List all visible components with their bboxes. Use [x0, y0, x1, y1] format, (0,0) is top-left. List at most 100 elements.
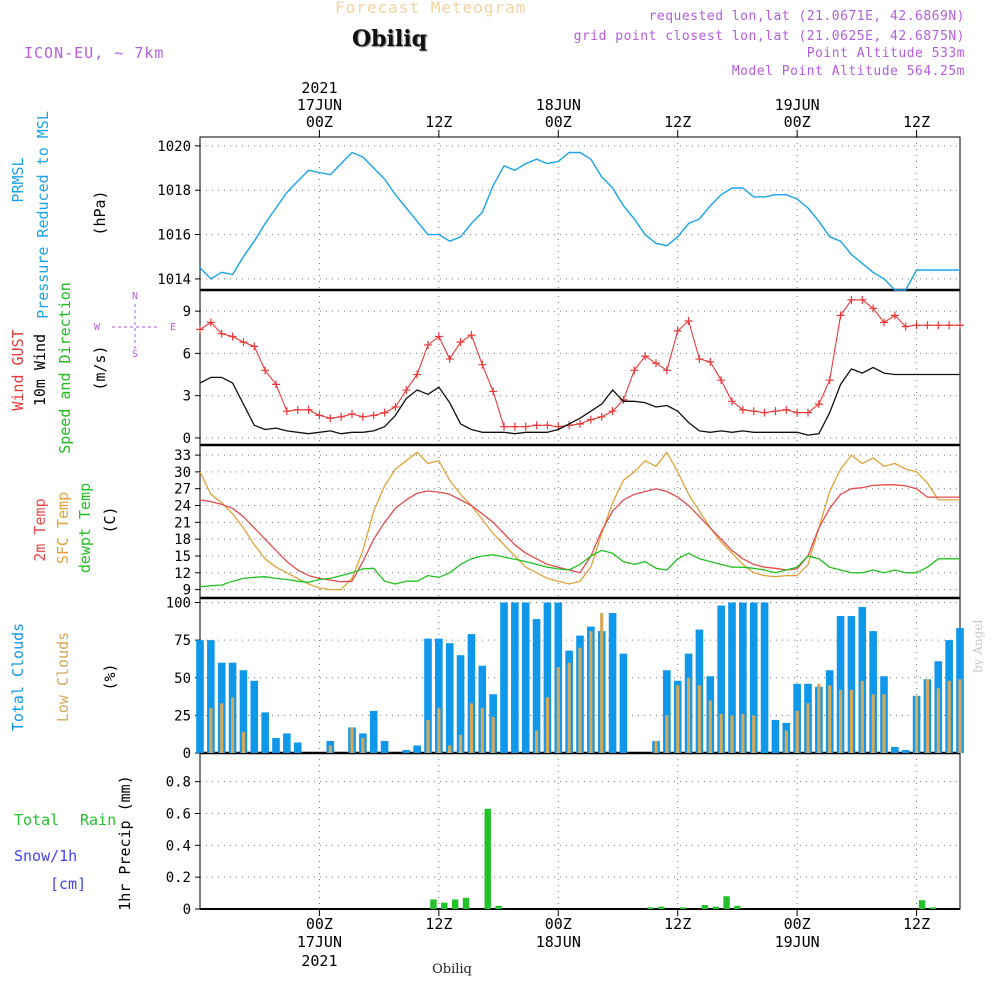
cloud-total-bar	[239, 670, 248, 753]
wind-gust-marker	[510, 422, 519, 431]
cloud-low-bar	[860, 680, 864, 753]
temperature-ytick-label: 18	[174, 532, 191, 548]
precip-unit-label: 1hr Precip (mm)	[116, 775, 134, 910]
compass-south: S	[132, 349, 138, 360]
wind-gust-marker	[956, 321, 964, 330]
precip-ytick-label: 0.6	[166, 806, 191, 822]
pressure-ytick-label: 1014	[157, 272, 191, 288]
cloud-low-bar	[589, 631, 593, 753]
cloud-low-bar	[241, 731, 246, 753]
wind-gust-label: Wind GUST	[9, 329, 27, 410]
wind-gust-marker	[880, 318, 888, 327]
temperature-frame	[199, 444, 961, 599]
wind-gust-marker	[934, 321, 943, 330]
wind-gust-marker	[456, 338, 465, 347]
precip-bar	[647, 907, 654, 909]
cloud-total-bar	[250, 680, 259, 753]
precip-ytick-label: 0.4	[166, 838, 191, 854]
cloud-low-bar	[838, 689, 843, 753]
cloud-low-bar	[958, 679, 962, 753]
wind-gust-marker	[945, 321, 954, 330]
model-label: ICON-EU, ~ 7km	[24, 44, 165, 62]
cloud-total-bar	[543, 602, 552, 753]
wind-gust-marker	[326, 414, 335, 423]
temp-dewpt-series	[199, 549, 960, 588]
wind-10m-series	[199, 366, 960, 436]
cloud-total-bar	[293, 742, 302, 753]
cloud-low-bar	[947, 680, 951, 753]
wind-gust-marker	[206, 318, 215, 327]
cloud-total-bar	[847, 616, 856, 753]
wind-gust-marker	[869, 304, 878, 313]
cloud-low-bar	[686, 677, 691, 753]
wind-gust-marker	[652, 359, 660, 368]
time-label-bottom: 12Z	[664, 915, 691, 933]
grid-point-location: grid point closest lon,lat (21.0625E, 42…	[573, 29, 965, 44]
wind-gust-marker	[196, 325, 204, 334]
precip-bar	[679, 907, 687, 909]
cloud-low-bar	[730, 715, 734, 753]
pressure-ytick-label: 1018	[157, 183, 191, 199]
wind-gust-marker	[489, 387, 498, 396]
day-label-bottom: 18JUN	[536, 933, 581, 951]
cloud-total-bar	[380, 740, 389, 753]
chart-title: Forecast Meteogram	[335, 0, 527, 17]
cloud-low-bar	[882, 694, 886, 753]
cloud-low-bar	[426, 719, 430, 753]
wind-gust-marker	[348, 410, 356, 418]
wind-gust-marker	[630, 366, 639, 375]
time-label-top: 12Z	[903, 113, 930, 131]
cloud-low-bar	[795, 710, 799, 753]
cloud-low-bar	[849, 689, 854, 753]
cloud-total-bar	[500, 602, 508, 753]
cloud-low-bar	[665, 715, 669, 753]
wind-gust-marker	[424, 340, 432, 349]
cloud-total-bar	[749, 602, 758, 753]
cloud-total-bar	[261, 712, 269, 753]
cloud-low-bar	[719, 713, 723, 753]
temperature-ytick-label: 12	[174, 566, 191, 582]
precip-bar	[734, 905, 741, 909]
cloud-total-bar	[901, 749, 910, 753]
footer-station-label: Obiliq	[432, 962, 472, 977]
wind-gust-marker	[521, 422, 530, 431]
cloud-low-bar	[654, 740, 658, 753]
wind-gust-marker	[445, 355, 454, 364]
requested-location: requested lon,lat (21.0671E, 42.6869N)	[648, 9, 965, 24]
cloud-low-bar	[556, 667, 560, 753]
precip-bar	[430, 899, 437, 909]
cloud-low-bar	[469, 703, 474, 753]
wind-unit-label: (m/s)	[91, 345, 109, 390]
clouds-ytick-label: 0	[183, 746, 191, 762]
clouds-total-label: Total Clouds	[9, 623, 27, 731]
wind-gust-marker	[217, 329, 226, 338]
pressure-unit-label: (hPa)	[91, 190, 109, 235]
wind-ytick-label: 6	[183, 346, 191, 362]
cloud-low-bar	[697, 685, 702, 753]
temp-sfc-label: SFC Temp	[54, 492, 72, 564]
wind-gust-marker	[250, 342, 259, 351]
cloud-low-bar	[209, 707, 213, 753]
temperature-ytick-label: 15	[174, 549, 191, 565]
temp-unit-label: (C)	[101, 506, 119, 533]
precip-bar	[441, 902, 448, 909]
wind-gust-marker	[684, 317, 693, 325]
cloud-low-bar	[534, 730, 539, 753]
precip-cm-label: [cm]	[50, 875, 86, 893]
cloud-total-bar	[435, 638, 443, 753]
model-point-altitude: Model Point Altitude 564.25m	[731, 64, 965, 79]
time-label-bottom: 00Z	[545, 915, 572, 933]
temp-2m-series	[199, 484, 960, 583]
wind-gust-marker	[717, 376, 726, 385]
wind-gust-marker	[738, 405, 747, 414]
day-label-bottom: 19JUN	[775, 933, 820, 951]
precip-bar	[658, 906, 665, 909]
wind-gust-marker	[391, 402, 400, 411]
cloud-total-bar	[717, 605, 725, 753]
temp-dewpt-label: dewpt Temp	[76, 483, 94, 573]
wind-gust-marker	[890, 311, 899, 320]
wind-ytick-label: 3	[183, 389, 191, 405]
wind-gust-marker	[500, 422, 508, 431]
cloud-low-bar	[448, 745, 452, 753]
